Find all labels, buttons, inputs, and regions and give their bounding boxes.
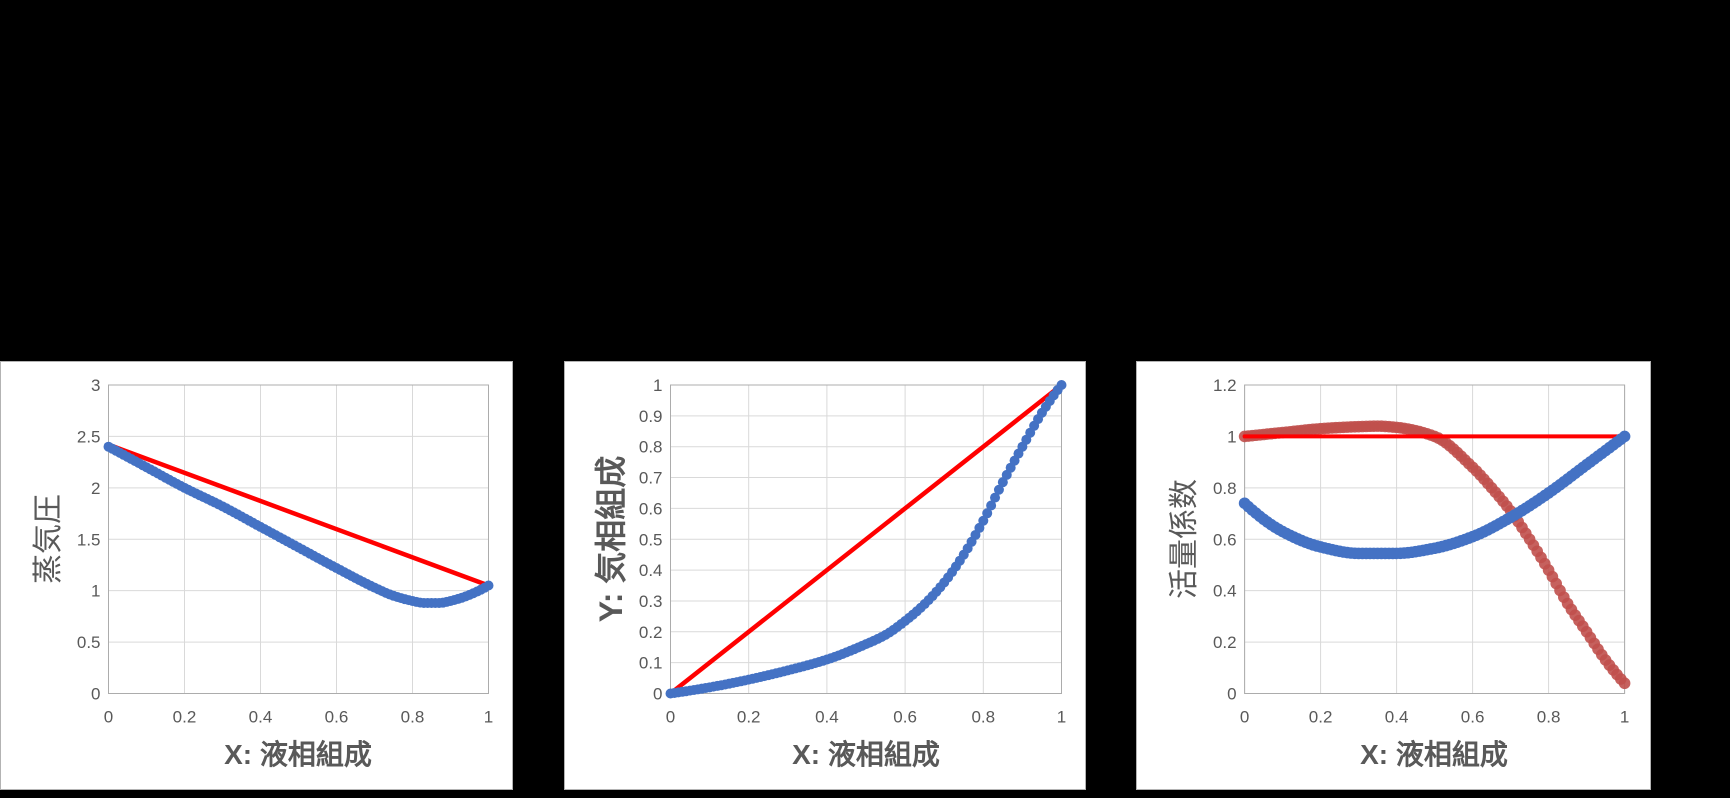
svg-text:0.6: 0.6 bbox=[639, 499, 663, 518]
svg-text:0.4: 0.4 bbox=[249, 708, 273, 727]
svg-text:0.6: 0.6 bbox=[325, 708, 349, 727]
svg-text:0.4: 0.4 bbox=[639, 561, 663, 580]
svg-text:0.7: 0.7 bbox=[639, 469, 663, 488]
svg-text:1: 1 bbox=[484, 708, 493, 727]
svg-text:1.2: 1.2 bbox=[1213, 376, 1237, 395]
svg-text:3: 3 bbox=[91, 376, 100, 395]
svg-text:0: 0 bbox=[1227, 685, 1236, 704]
svg-text:2.5: 2.5 bbox=[77, 427, 101, 446]
svg-text:1: 1 bbox=[1227, 427, 1236, 446]
svg-text:0.2: 0.2 bbox=[1309, 708, 1333, 727]
svg-text:0.2: 0.2 bbox=[737, 708, 761, 727]
svg-text:0.8: 0.8 bbox=[639, 438, 663, 457]
svg-text:0.8: 0.8 bbox=[971, 708, 995, 727]
svg-text:0.3: 0.3 bbox=[639, 592, 663, 611]
svg-text:0.6: 0.6 bbox=[893, 708, 917, 727]
svg-text:0.2: 0.2 bbox=[639, 623, 663, 642]
svg-text:0.4: 0.4 bbox=[1213, 582, 1237, 601]
svg-text:1: 1 bbox=[653, 376, 662, 395]
svg-text:2: 2 bbox=[91, 479, 100, 498]
svg-text:0.4: 0.4 bbox=[1385, 708, 1409, 727]
svg-text:0.8: 0.8 bbox=[401, 708, 425, 727]
svg-text:0.2: 0.2 bbox=[173, 708, 197, 727]
svg-text:0.8: 0.8 bbox=[1537, 708, 1561, 727]
svg-text:0: 0 bbox=[666, 708, 675, 727]
svg-text:1: 1 bbox=[91, 582, 100, 601]
svg-text:0.1: 0.1 bbox=[639, 654, 663, 673]
svg-text:0.5: 0.5 bbox=[639, 530, 663, 549]
svg-text:0.4: 0.4 bbox=[815, 708, 839, 727]
svg-text:0: 0 bbox=[1240, 708, 1249, 727]
svg-text:1: 1 bbox=[1620, 708, 1629, 727]
svg-text:1: 1 bbox=[1057, 708, 1066, 727]
svg-text:0.2: 0.2 bbox=[1213, 633, 1237, 652]
svg-text:0.5: 0.5 bbox=[77, 633, 101, 652]
svg-text:0.8: 0.8 bbox=[1213, 479, 1237, 498]
svg-text:0.6: 0.6 bbox=[1213, 530, 1237, 549]
svg-text:0: 0 bbox=[653, 685, 662, 704]
svg-text:0: 0 bbox=[104, 708, 113, 727]
svg-text:0: 0 bbox=[91, 685, 100, 704]
svg-text:0.9: 0.9 bbox=[639, 407, 663, 426]
svg-text:0.6: 0.6 bbox=[1461, 708, 1485, 727]
svg-text:1.5: 1.5 bbox=[77, 530, 101, 549]
